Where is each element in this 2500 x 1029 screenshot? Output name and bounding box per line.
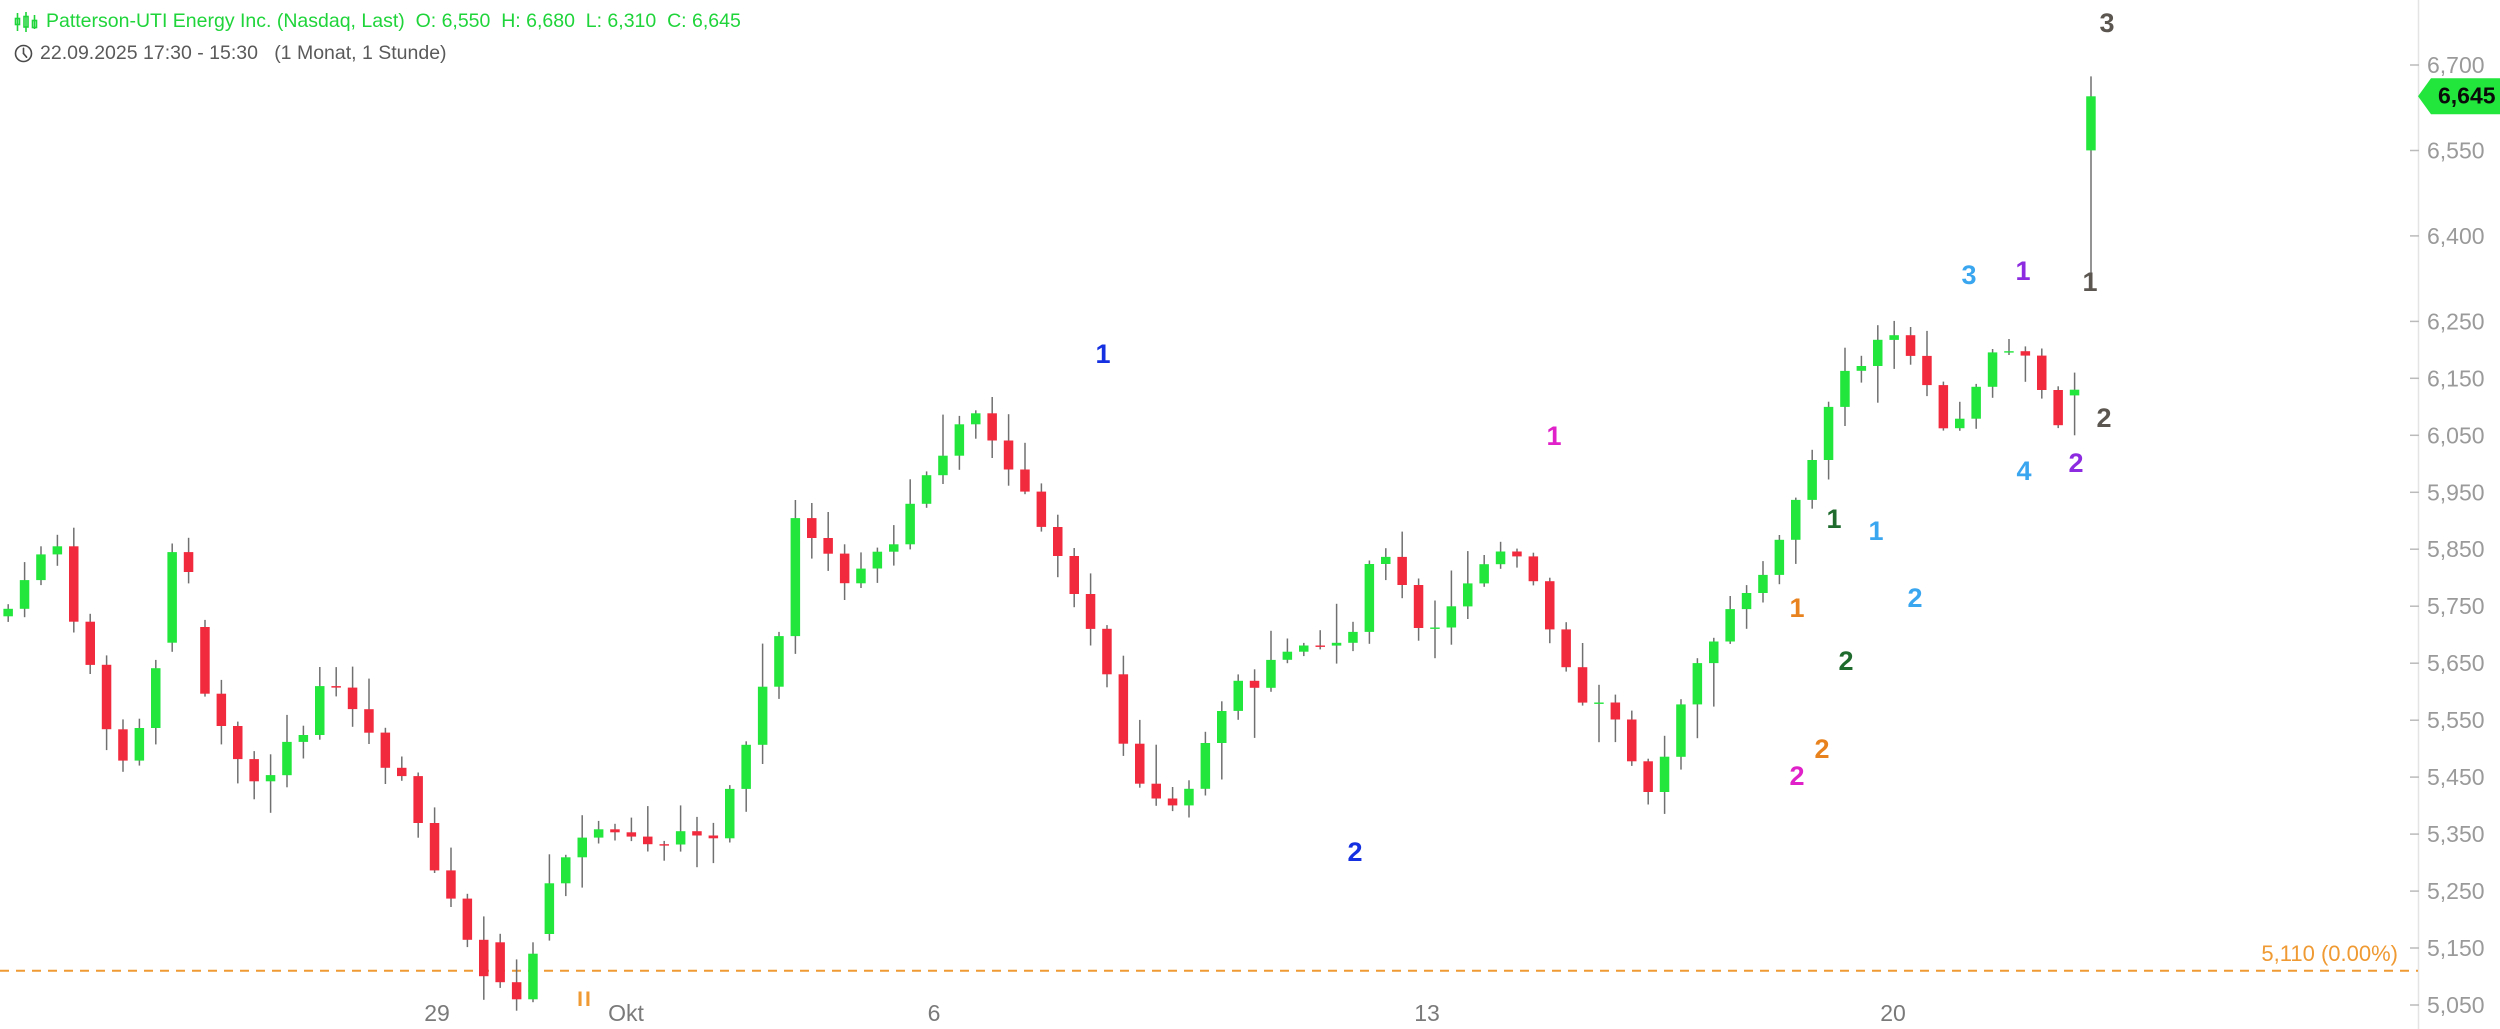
svg-text:Okt: Okt: [608, 1000, 644, 1026]
svg-text:1: 1: [1868, 516, 1883, 546]
svg-text:5,150: 5,150: [2427, 935, 2485, 961]
svg-text:1: 1: [2015, 256, 2030, 286]
svg-text:2: 2: [1838, 646, 1853, 676]
svg-text:6,700: 6,700: [2427, 52, 2485, 78]
svg-text:5,650: 5,650: [2427, 650, 2485, 676]
svg-text:1: 1: [2082, 267, 2097, 297]
svg-text:2: 2: [1347, 837, 1362, 867]
svg-text:5,850: 5,850: [2427, 536, 2485, 562]
svg-text:2: 2: [2068, 448, 2083, 478]
svg-text:4: 4: [2016, 456, 2031, 486]
svg-text:29: 29: [424, 1000, 450, 1026]
svg-text:5,350: 5,350: [2427, 821, 2485, 847]
svg-text:6,050: 6,050: [2427, 422, 2485, 448]
svg-text:1: 1: [1789, 593, 1804, 623]
svg-text:2: 2: [1789, 761, 1804, 791]
svg-text:3: 3: [1961, 260, 1976, 290]
svg-text:1: 1: [1095, 339, 1110, 369]
svg-text:20: 20: [1880, 1000, 1906, 1026]
svg-text:2: 2: [2096, 403, 2111, 433]
svg-text:1: 1: [1826, 504, 1841, 534]
svg-text:II: II: [577, 988, 593, 1011]
svg-text:5,550: 5,550: [2427, 707, 2485, 733]
svg-text:5,750: 5,750: [2427, 593, 2485, 619]
svg-text:2: 2: [1814, 734, 1829, 764]
svg-text:5,050: 5,050: [2427, 992, 2485, 1018]
svg-text:5,950: 5,950: [2427, 479, 2485, 505]
svg-text:5,450: 5,450: [2427, 764, 2485, 790]
svg-text:6,550: 6,550: [2427, 138, 2485, 164]
svg-text:6,645: 6,645: [2438, 82, 2496, 108]
svg-text:6: 6: [928, 1000, 941, 1026]
svg-text:3: 3: [2099, 8, 2114, 38]
svg-text:5,110 (0.00%): 5,110 (0.00%): [2261, 941, 2398, 966]
svg-text:6,150: 6,150: [2427, 365, 2485, 391]
svg-text:5,250: 5,250: [2427, 878, 2485, 904]
svg-text:6,250: 6,250: [2427, 308, 2485, 334]
svg-text:6,400: 6,400: [2427, 223, 2485, 249]
svg-text:2: 2: [1907, 583, 1922, 613]
svg-text:1: 1: [1546, 421, 1561, 451]
svg-text:13: 13: [1414, 1000, 1440, 1026]
